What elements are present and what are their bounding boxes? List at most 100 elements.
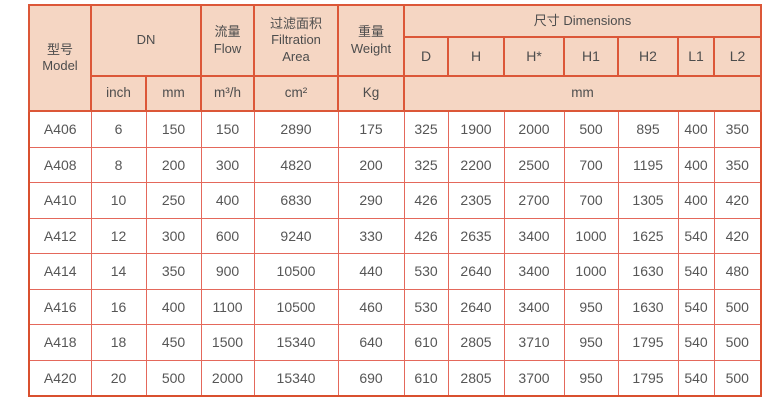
col-header-dn: DN xyxy=(90,4,202,77)
weight-cell: 175 xyxy=(337,110,405,148)
unit-cell-flow: m³/h xyxy=(200,75,255,112)
header-row-units: inch mm m³/h cm² Kg mm xyxy=(29,75,762,112)
model-cell: A420 xyxy=(28,359,92,397)
model-cell: A410 xyxy=(28,182,92,219)
col-header-model: 型号 Model xyxy=(28,4,92,112)
dn-mm-cell: 300 xyxy=(145,217,202,254)
dim-d-cell: 610 xyxy=(403,359,449,397)
filtration-area-cell: 15340 xyxy=(253,359,339,397)
flow-cell: 400 xyxy=(200,182,255,219)
model-header-en: Model xyxy=(42,58,78,73)
dim-l2-cell: 350 xyxy=(713,110,762,148)
col-header-dim-h-star: H* xyxy=(503,36,565,77)
spec-table-body: A406 6 150 150 2890 175 325 1900 2000 500 895 400 35… xyxy=(28,110,762,397)
flow-cell: 1500 xyxy=(200,324,255,361)
table-row: A420 20 500 2000 15340 690 610 2805 3700 950 1795 5… xyxy=(28,359,762,397)
dim-l2-cell: 500 xyxy=(713,324,762,361)
dim-l1-cell: 400 xyxy=(677,182,715,219)
model-cell: A416 xyxy=(28,288,92,325)
table-row: A416 16 400 1100 10500 460 530 2640 3400 950 1630 5… xyxy=(28,288,762,325)
unit-cell-area: cm² xyxy=(253,75,339,112)
dn-mm-cell: 450 xyxy=(145,324,202,361)
dn-mm-cell: 350 xyxy=(145,253,202,290)
model-cell: A408 xyxy=(28,146,92,183)
weight-header-en: Weight xyxy=(350,40,392,56)
unit-cell-weight: Kg xyxy=(337,75,405,112)
model-cell: A414 xyxy=(28,253,92,290)
model-cell: A412 xyxy=(28,217,92,254)
dn-inch-cell: 10 xyxy=(90,182,147,219)
dim-h1-cell: 700 xyxy=(563,182,619,219)
dim-d-cell: 325 xyxy=(403,110,449,148)
dim-l2-cell: 420 xyxy=(713,217,762,254)
table-row: A406 6 150 150 2890 175 325 1900 2000 500 895 400 35… xyxy=(28,110,762,148)
col-header-dimensions: 尺寸 Dimensions xyxy=(403,4,762,38)
dim-l2-cell: 350 xyxy=(713,146,762,183)
filtration-area-cell: 9240 xyxy=(253,217,339,254)
dn-inch-cell: 14 xyxy=(90,253,147,290)
filtration-header-en-2: Area xyxy=(282,48,310,64)
unit-cell-dimensions: mm xyxy=(403,75,762,112)
col-header-dim-h1: H1 xyxy=(563,36,619,77)
dim-h-cell: 2635 xyxy=(447,217,505,254)
weight-header-zh: 重量 xyxy=(357,24,384,40)
dim-h-cell: 1900 xyxy=(447,110,505,148)
dn-mm-cell: 250 xyxy=(145,182,202,219)
col-header-dim-h: H xyxy=(447,36,505,77)
dim-h-cell: 2805 xyxy=(447,359,505,397)
dim-h1-cell: 700 xyxy=(563,146,619,183)
table-row: A414 14 350 900 10500 440 530 2640 3400 1000 1630 5… xyxy=(28,253,762,290)
col-header-filtration-area: 过滤面积 Filtration Area xyxy=(253,4,339,77)
spec-table: 型号 Model DN 流量 Flow 过滤面积 Filtration Area… xyxy=(28,4,762,397)
table-row: A408 8 200 300 4820 200 325 2200 2500 700 1195 400 3… xyxy=(28,146,762,183)
filtration-area-cell: 4820 xyxy=(253,146,339,183)
dim-h2-cell: 1625 xyxy=(617,217,679,254)
filtration-header-zh: 过滤面积 xyxy=(269,16,322,32)
unit-cell-dn-inch: inch xyxy=(90,75,147,112)
dim-h-star-cell: 3710 xyxy=(503,324,565,361)
model-header-zh: 型号 xyxy=(46,41,73,57)
col-header-dim-d: D xyxy=(403,36,449,77)
dim-h-star-cell: 2000 xyxy=(503,110,565,148)
dim-h2-cell: 1795 xyxy=(617,359,679,397)
dim-d-cell: 426 xyxy=(403,217,449,254)
dim-h-star-cell: 3700 xyxy=(503,359,565,397)
dn-inch-cell: 8 xyxy=(90,146,147,183)
flow-cell: 600 xyxy=(200,217,255,254)
dim-l1-cell: 540 xyxy=(677,253,715,290)
dim-l2-cell: 480 xyxy=(713,253,762,290)
dim-h1-cell: 500 xyxy=(563,110,619,148)
dim-h2-cell: 1305 xyxy=(617,182,679,219)
dim-d-cell: 325 xyxy=(403,146,449,183)
dim-h2-cell: 1195 xyxy=(617,146,679,183)
table-row: A410 10 250 400 6830 290 426 2305 2700 700 1305 400… xyxy=(28,182,762,219)
dn-inch-cell: 18 xyxy=(90,324,147,361)
header-row-1: 型号 Model DN 流量 Flow 过滤面积 Filtration Area… xyxy=(28,4,762,112)
weight-cell: 290 xyxy=(337,182,405,219)
flow-cell: 900 xyxy=(200,253,255,290)
dim-h2-cell: 1795 xyxy=(617,324,679,361)
dim-h-cell: 2200 xyxy=(447,146,505,183)
flow-cell: 2000 xyxy=(200,359,255,397)
dim-d-cell: 530 xyxy=(403,288,449,325)
weight-cell: 640 xyxy=(337,324,405,361)
dim-d-cell: 610 xyxy=(403,324,449,361)
dn-mm-cell: 500 xyxy=(145,359,202,397)
dim-h1-cell: 950 xyxy=(563,288,619,325)
dim-l1-cell: 540 xyxy=(677,217,715,254)
weight-cell: 460 xyxy=(337,288,405,325)
dim-h2-cell: 1630 xyxy=(617,253,679,290)
table-row: A412 12 300 600 9240 330 426 2635 3400 1000 1625 54… xyxy=(28,217,762,254)
dim-h-star-cell: 2500 xyxy=(503,146,565,183)
weight-cell: 200 xyxy=(337,146,405,183)
dim-l2-cell: 500 xyxy=(713,359,762,397)
col-header-flow: 流量 Flow xyxy=(200,4,255,77)
dim-l1-cell: 540 xyxy=(677,324,715,361)
dim-l2-cell: 420 xyxy=(713,182,762,219)
col-header-dim-l1: L1 xyxy=(677,36,715,77)
dim-h2-cell: 895 xyxy=(617,110,679,148)
dim-h-cell: 2305 xyxy=(447,182,505,219)
flow-cell: 300 xyxy=(200,146,255,183)
dn-inch-cell: 12 xyxy=(90,217,147,254)
